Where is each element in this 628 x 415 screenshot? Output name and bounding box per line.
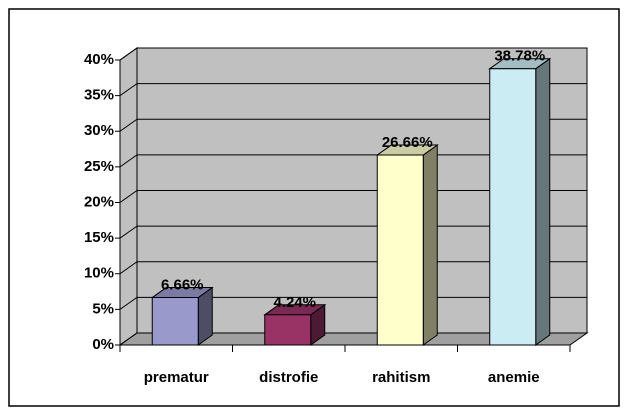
value-label: 38.78% <box>494 48 545 65</box>
grid-line <box>119 118 587 132</box>
x-tick-label: rahitism <box>372 369 430 386</box>
bar-front <box>151 297 199 346</box>
grid-line <box>119 83 587 97</box>
value-label: 4.24% <box>273 294 316 311</box>
bar-side <box>422 144 438 346</box>
y-tick-label: 40% <box>84 51 114 68</box>
x-tick-label: distrofie <box>259 369 318 386</box>
y-tick-label: 35% <box>84 87 114 104</box>
y-tick-label: 10% <box>84 265 114 282</box>
grid-line <box>119 47 587 61</box>
x-tick-label: prematur <box>144 369 209 386</box>
bar <box>488 57 552 346</box>
bar-front <box>264 314 312 346</box>
bar <box>150 286 214 346</box>
y-tick-label: 25% <box>84 158 114 175</box>
y-tick-label: 30% <box>84 122 114 139</box>
y-tick-label: 0% <box>92 336 114 353</box>
y-tick-label: 20% <box>84 193 114 210</box>
y-tick-label: 5% <box>92 300 114 317</box>
bar <box>263 303 327 346</box>
bar <box>375 144 439 346</box>
x-tick-label: anemie <box>488 369 540 386</box>
value-label: 26.66% <box>382 134 433 151</box>
bar-front <box>489 68 537 346</box>
bar-front <box>376 154 424 346</box>
bar-side <box>535 57 551 346</box>
value-label: 6.66% <box>161 277 204 294</box>
y-tick-label: 15% <box>84 229 114 246</box>
